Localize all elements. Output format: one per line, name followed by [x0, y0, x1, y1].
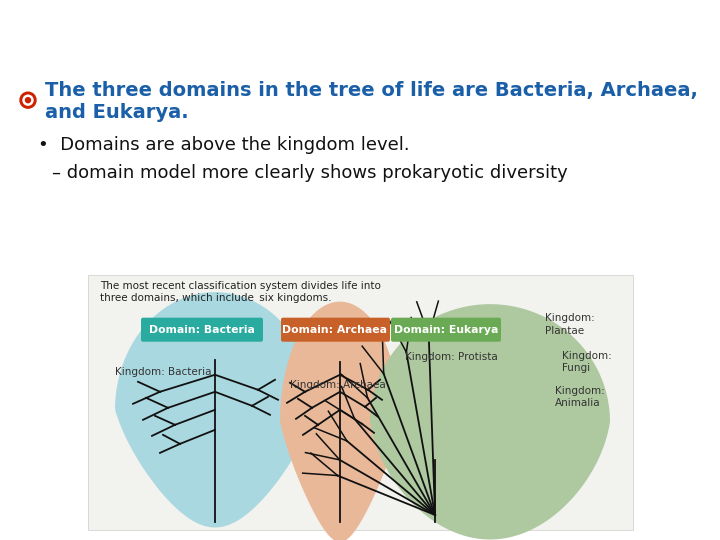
Text: The most recent classification system divides life into: The most recent classification system di…	[100, 281, 381, 291]
Text: The three domains in the tree of life are Bacteria, Archaea,: The three domains in the tree of life ar…	[45, 80, 698, 100]
Polygon shape	[370, 304, 610, 539]
Text: Kingdom:
Fungi: Kingdom: Fungi	[562, 350, 612, 373]
Text: Kingdom:
Plantae: Kingdom: Plantae	[545, 314, 595, 336]
Text: Kingdom: Archaea: Kingdom: Archaea	[290, 380, 386, 390]
FancyBboxPatch shape	[281, 318, 390, 342]
Text: – domain model more clearly shows prokaryotic diversity: – domain model more clearly shows prokar…	[52, 164, 568, 182]
Text: Domain: Eukarya: Domain: Eukarya	[394, 325, 498, 335]
Text: Domain: Archaea: Domain: Archaea	[282, 325, 387, 335]
Text: Domain: Bacteria: Domain: Bacteria	[149, 325, 255, 335]
Circle shape	[23, 95, 33, 105]
FancyBboxPatch shape	[88, 275, 633, 530]
Text: 17.4 Domains and Kingdoms: 17.4 Domains and Kingdoms	[16, 23, 419, 47]
Circle shape	[20, 92, 36, 108]
Polygon shape	[115, 292, 315, 528]
FancyBboxPatch shape	[141, 318, 263, 342]
Text: Kingdom:
Animalia: Kingdom: Animalia	[555, 386, 605, 408]
Polygon shape	[280, 302, 400, 540]
Text: Kingdom: Protista: Kingdom: Protista	[405, 352, 498, 362]
Text: three domains, which include  six kingdoms.: three domains, which include six kingdom…	[100, 293, 331, 302]
FancyBboxPatch shape	[391, 318, 501, 342]
Circle shape	[25, 98, 30, 103]
Text: •  Domains are above the kingdom level.: • Domains are above the kingdom level.	[38, 136, 410, 154]
Text: Kingdom: Bacteria: Kingdom: Bacteria	[115, 367, 212, 377]
Text: and Eukarya.: and Eukarya.	[45, 103, 189, 122]
